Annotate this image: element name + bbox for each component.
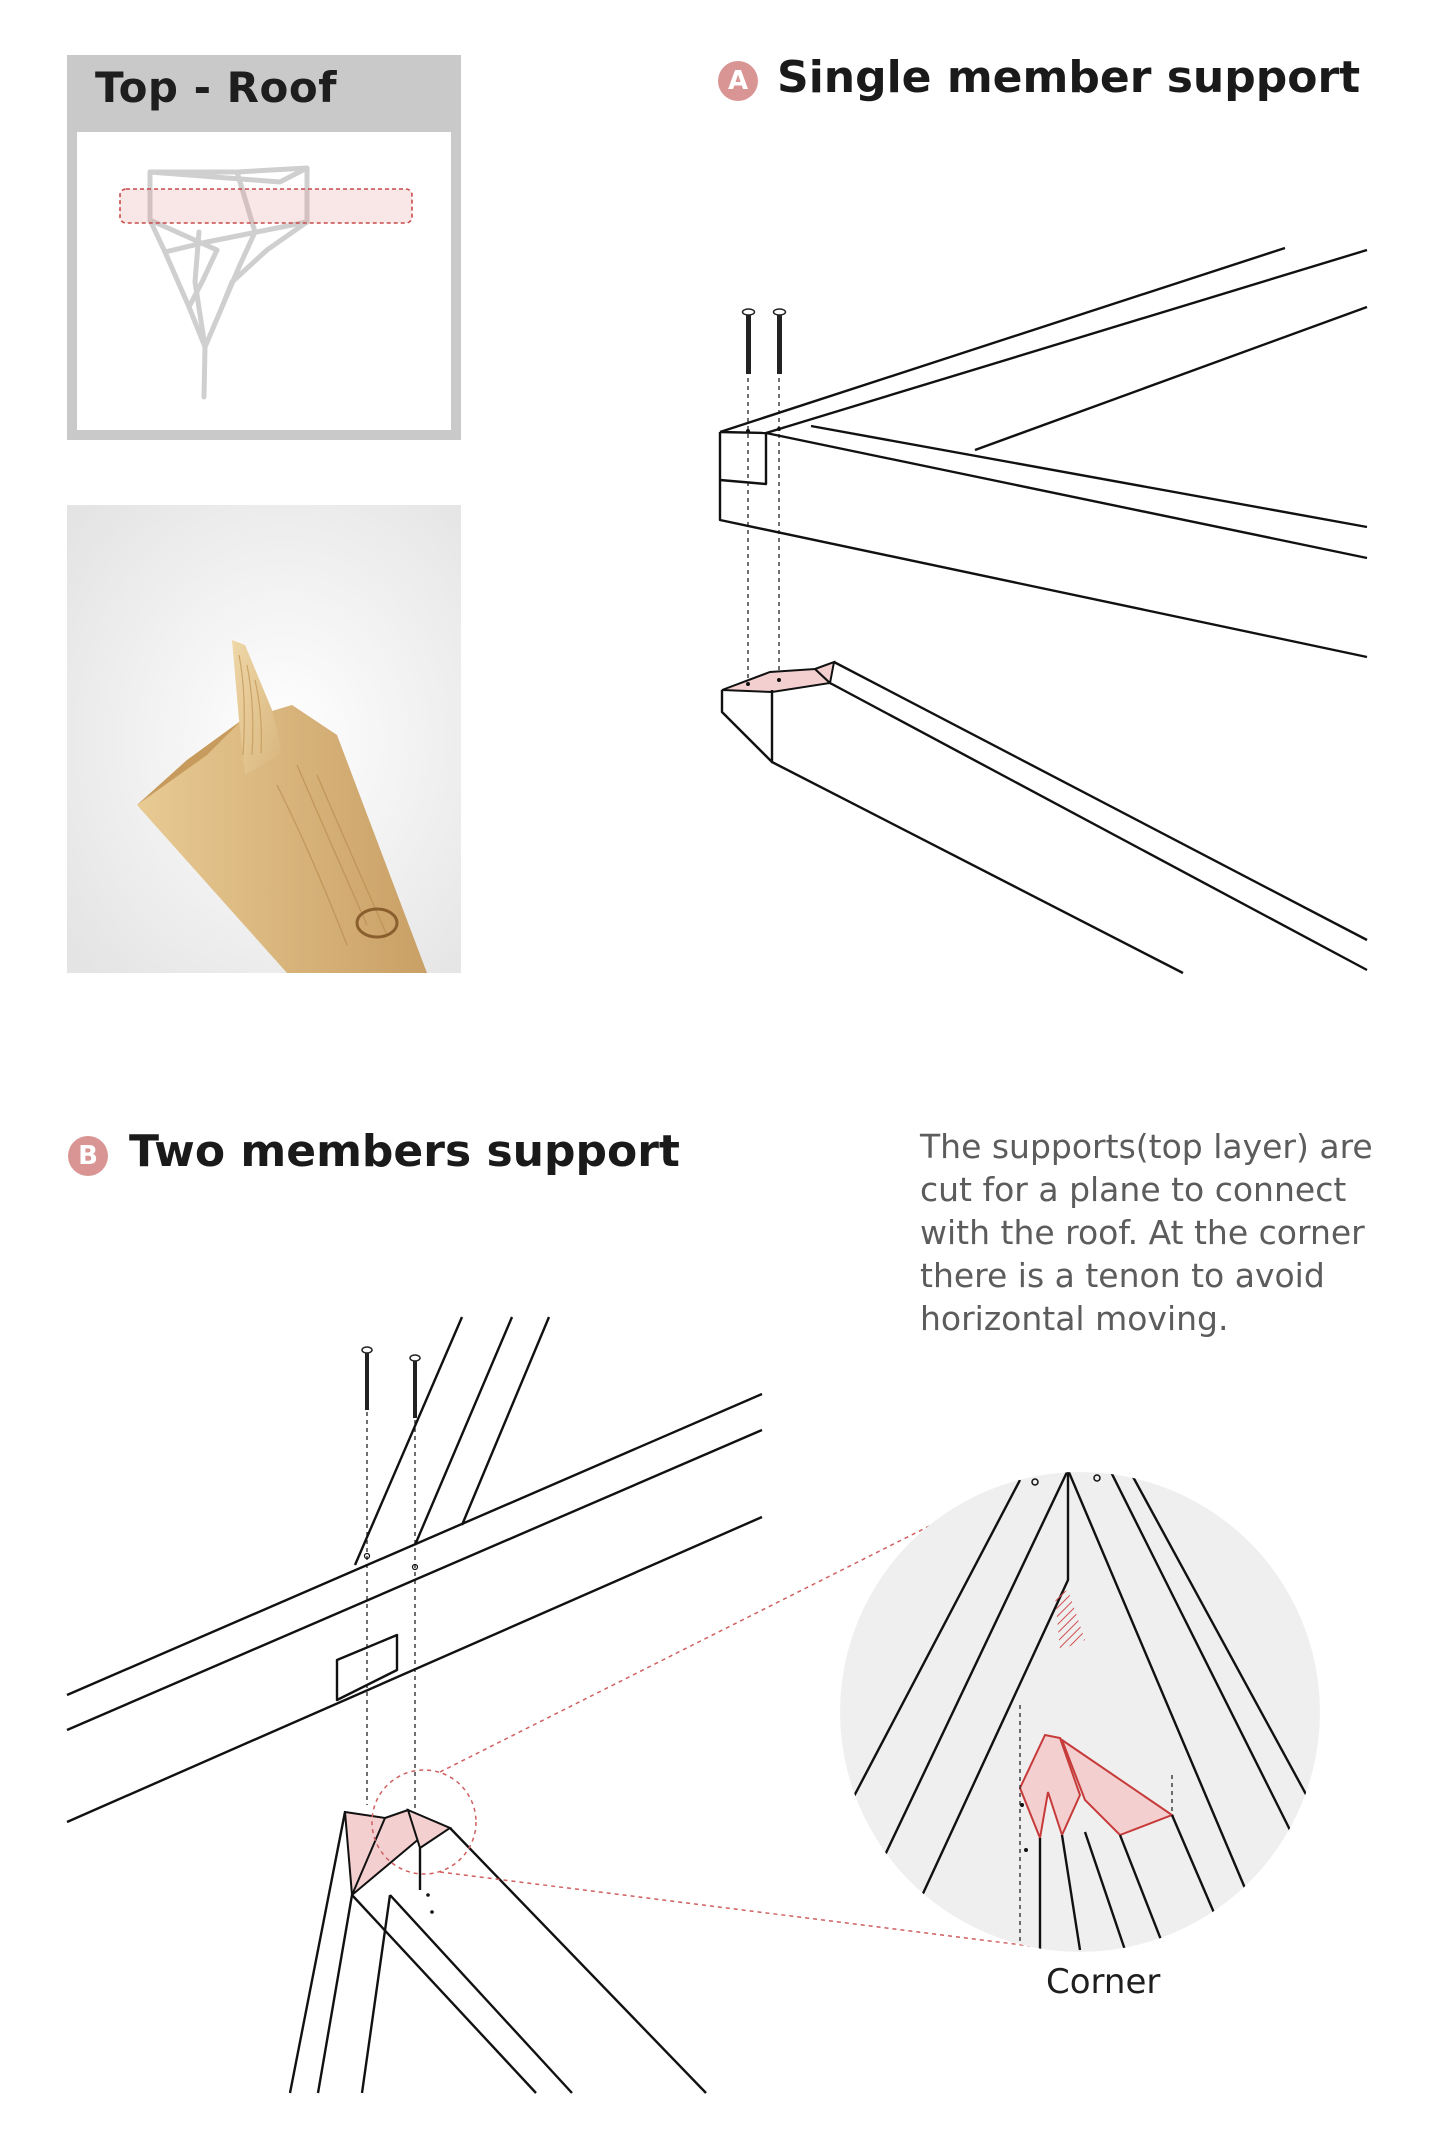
keyplan-panel: Top - Roof bbox=[67, 55, 461, 440]
wood-joint-illustration bbox=[67, 505, 461, 973]
section-b-title: Two members support bbox=[129, 1126, 680, 1177]
section-b-badge: B bbox=[68, 1136, 108, 1176]
nail-icon bbox=[741, 308, 787, 374]
section-a-badge: A bbox=[718, 61, 758, 101]
corner-label: Corner bbox=[1046, 1962, 1161, 2002]
nail-icon bbox=[361, 1346, 421, 1418]
section-a-title: Single member support bbox=[777, 52, 1361, 103]
corner-detail bbox=[840, 1472, 1320, 1952]
wood-joint-photo bbox=[67, 505, 461, 973]
roof-keyplan-sketch bbox=[119, 165, 413, 400]
keyplan-title: Top - Roof bbox=[95, 63, 337, 112]
keyplan-drawing bbox=[77, 132, 451, 430]
section-b-description: The supports(top layer) are cut for a pl… bbox=[920, 1127, 1373, 1338]
